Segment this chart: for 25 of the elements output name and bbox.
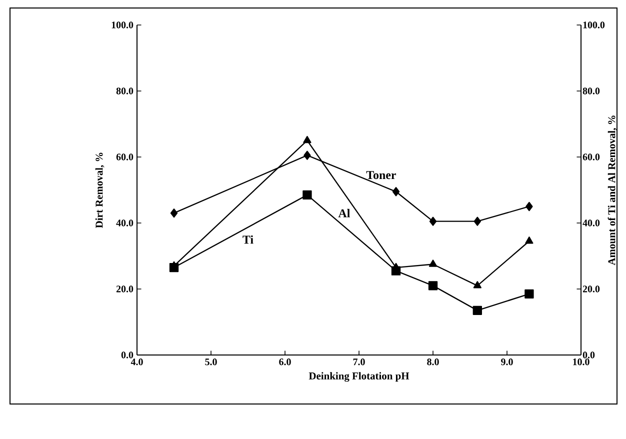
x-tick-label: 4.0 (130, 358, 143, 366)
y2-tick-label: 60.0 (582, 154, 600, 160)
y2-tick-label: 100.0 (583, 22, 605, 28)
y2-tick-label: 80.0 (582, 88, 600, 94)
x-axis-title: Deinking Flotation pH (308, 372, 410, 382)
y2-tick-label: 0.0 (582, 352, 595, 358)
y-tick-label: 60.0 (116, 154, 134, 160)
x-tick-label: 6.0 (279, 358, 291, 366)
y-tick-label: 0.0 (121, 352, 134, 358)
x-tick-label: 5.0 (205, 358, 217, 366)
x-tick-label: 7.0 (353, 358, 365, 366)
y-tick-label: 40.0 (116, 220, 134, 226)
y-tick-label: 20.0 (116, 286, 134, 292)
x-tick-label: 8.0 (427, 358, 439, 366)
y-tick-label: 80.0 (116, 88, 134, 94)
y-tick-label: 100.0 (112, 22, 134, 28)
y2-tick-label: 40.0 (582, 220, 600, 226)
series-label: Al (338, 208, 350, 218)
series-label: Toner (366, 171, 396, 180)
series-label: Ti (242, 235, 254, 244)
x-tick-label: 10.0 (573, 358, 590, 366)
y2-tick-label: 20.0 (582, 286, 600, 292)
y2-axis-title: Amount of Ti and Al Removal, % (608, 116, 617, 266)
x-tick-label: 9.0 (501, 358, 513, 366)
y-axis-title: Dirt Removal, % (95, 152, 104, 228)
